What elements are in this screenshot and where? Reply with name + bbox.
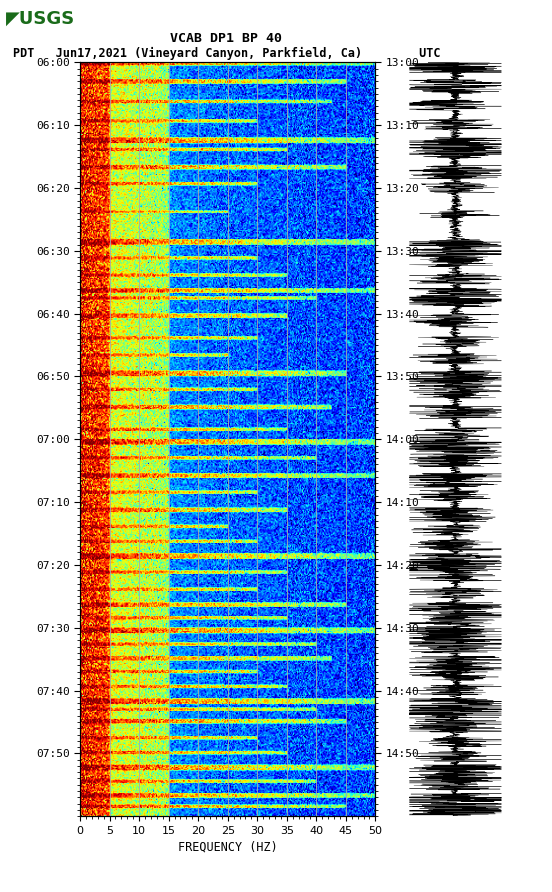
Text: VCAB DP1 BP 40: VCAB DP1 BP 40 — [171, 32, 282, 45]
Text: PDT   Jun17,2021 (Vineyard Canyon, Parkfield, Ca)        UTC: PDT Jun17,2021 (Vineyard Canyon, Parkfie… — [13, 47, 440, 60]
X-axis label: FREQUENCY (HZ): FREQUENCY (HZ) — [178, 840, 278, 853]
Text: ◤USGS: ◤USGS — [6, 10, 75, 28]
